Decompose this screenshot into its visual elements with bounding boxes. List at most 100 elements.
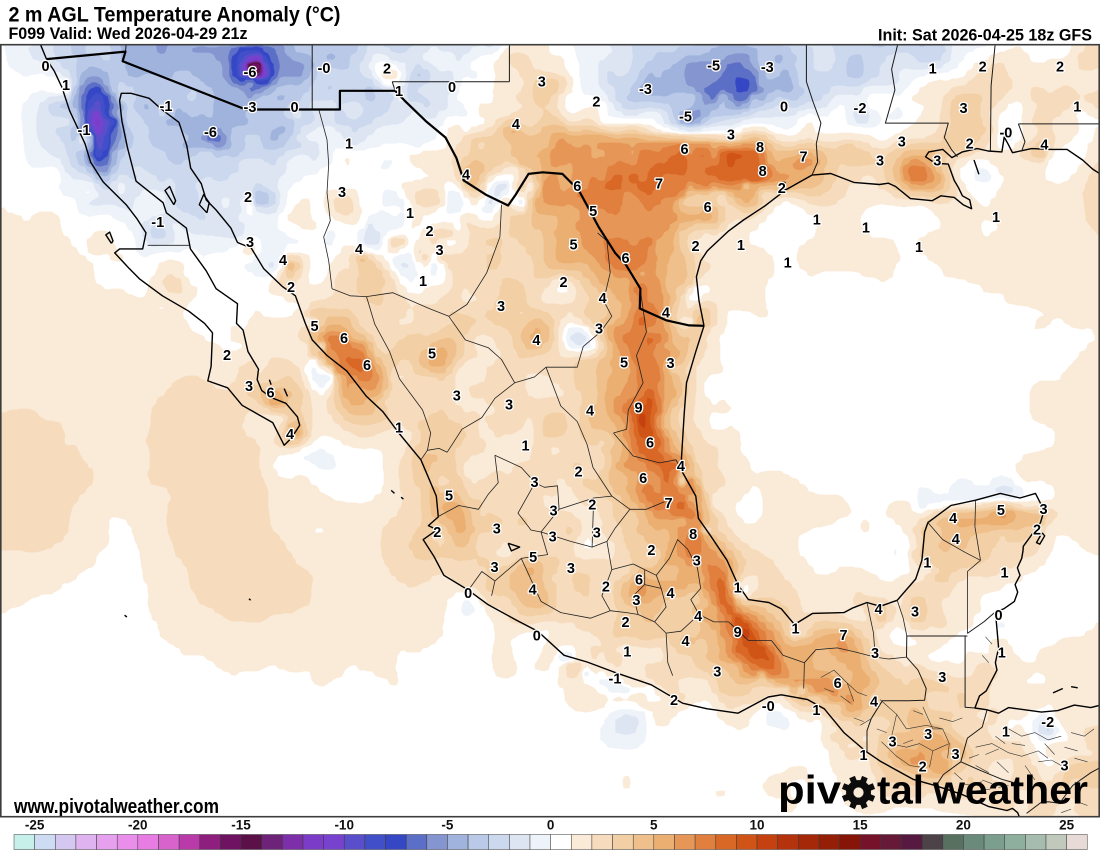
- svg-text:3: 3: [530, 475, 538, 491]
- svg-text:tal: tal: [877, 769, 924, 813]
- svg-text:1: 1: [737, 238, 745, 254]
- svg-text:3: 3: [567, 561, 575, 577]
- svg-text:3: 3: [538, 74, 546, 90]
- svg-text:2: 2: [383, 62, 391, 78]
- svg-text:3: 3: [490, 560, 498, 576]
- svg-text:2: 2: [575, 464, 583, 480]
- svg-text:5: 5: [997, 503, 1005, 519]
- svg-text:3: 3: [435, 243, 443, 259]
- svg-text:6: 6: [340, 331, 348, 347]
- svg-text:3: 3: [727, 128, 735, 144]
- svg-text:20: 20: [956, 818, 971, 833]
- svg-text:4: 4: [1040, 138, 1048, 154]
- svg-text:25: 25: [1059, 818, 1075, 833]
- svg-text:2 m AGL Temperature Anomaly (°: 2 m AGL Temperature Anomaly (°C): [9, 4, 341, 27]
- svg-text:6: 6: [834, 676, 842, 692]
- svg-text:5: 5: [620, 356, 628, 372]
- svg-text:3: 3: [338, 185, 346, 201]
- svg-text:1: 1: [929, 62, 937, 78]
- svg-text:0: 0: [533, 629, 541, 645]
- svg-text:3: 3: [871, 646, 879, 662]
- svg-text:3: 3: [898, 134, 906, 150]
- svg-text:3: 3: [888, 734, 896, 750]
- svg-text:-10: -10: [334, 818, 354, 833]
- svg-text:3: 3: [632, 593, 640, 609]
- svg-text:2: 2: [425, 224, 433, 240]
- svg-text:3: 3: [911, 604, 919, 620]
- svg-text:-1: -1: [609, 672, 622, 688]
- svg-text:2: 2: [670, 693, 678, 709]
- svg-text:3: 3: [550, 504, 558, 520]
- svg-text:2: 2: [966, 136, 974, 152]
- svg-text:-3: -3: [761, 60, 774, 76]
- svg-text:2: 2: [1033, 523, 1041, 539]
- svg-text:4: 4: [666, 586, 674, 602]
- svg-text:5: 5: [310, 319, 318, 335]
- svg-text:2: 2: [588, 498, 596, 514]
- svg-text:6: 6: [363, 358, 371, 374]
- svg-text:4: 4: [532, 333, 540, 349]
- svg-text:1: 1: [395, 84, 403, 100]
- svg-text:-1: -1: [160, 99, 173, 115]
- svg-text:1: 1: [623, 644, 631, 660]
- svg-text:-15: -15: [231, 818, 251, 833]
- svg-text:4: 4: [870, 694, 878, 710]
- svg-text:-6: -6: [204, 125, 217, 141]
- svg-text:6: 6: [266, 385, 274, 401]
- svg-text:3: 3: [593, 526, 601, 542]
- svg-text:2: 2: [560, 275, 568, 291]
- svg-text:5: 5: [650, 818, 658, 833]
- svg-text:1: 1: [1000, 565, 1008, 581]
- svg-text:3: 3: [666, 356, 674, 372]
- svg-text:4: 4: [952, 532, 960, 548]
- svg-text:1: 1: [791, 622, 799, 638]
- svg-text:7: 7: [665, 496, 673, 512]
- svg-text:2: 2: [1056, 60, 1064, 76]
- svg-text:2: 2: [691, 239, 699, 255]
- svg-text:2: 2: [244, 190, 252, 206]
- svg-text:4: 4: [875, 602, 883, 618]
- svg-text:-0: -0: [318, 61, 331, 77]
- svg-text:3: 3: [951, 747, 959, 763]
- svg-text:3: 3: [1040, 502, 1048, 518]
- svg-text:2: 2: [778, 181, 786, 197]
- svg-text:2: 2: [621, 615, 629, 631]
- svg-text:Init: Sat 2026-04-25 18z GFS: Init: Sat 2026-04-25 18z GFS: [878, 26, 1092, 45]
- svg-text:-1: -1: [78, 123, 91, 139]
- svg-text:1: 1: [419, 274, 427, 290]
- svg-text:6: 6: [639, 471, 647, 487]
- svg-text:15: 15: [853, 818, 869, 833]
- svg-text:0: 0: [448, 80, 456, 96]
- svg-text:1: 1: [862, 221, 870, 237]
- svg-text:6: 6: [680, 142, 688, 158]
- svg-text:2: 2: [647, 543, 655, 559]
- svg-text:3: 3: [960, 101, 968, 117]
- svg-text:1: 1: [734, 580, 742, 596]
- svg-text:-0: -0: [999, 126, 1012, 142]
- svg-text:www.pivotalweather.com: www.pivotalweather.com: [13, 796, 219, 818]
- svg-text:5: 5: [589, 204, 597, 220]
- svg-text:2: 2: [602, 579, 610, 595]
- svg-text:1: 1: [860, 748, 868, 764]
- svg-text:2: 2: [433, 525, 441, 541]
- svg-text:4: 4: [599, 291, 607, 307]
- svg-text:1: 1: [998, 645, 1006, 661]
- svg-text:4: 4: [677, 459, 685, 475]
- svg-text:3: 3: [933, 153, 941, 169]
- svg-text:3: 3: [497, 299, 505, 315]
- svg-text:2: 2: [979, 59, 987, 75]
- svg-text:-0: -0: [762, 699, 775, 715]
- svg-text:4: 4: [355, 242, 363, 258]
- svg-text:1: 1: [521, 439, 529, 455]
- svg-text:-25: -25: [25, 818, 45, 833]
- svg-text:0: 0: [547, 818, 555, 833]
- svg-text:6: 6: [704, 200, 712, 216]
- svg-text:3: 3: [595, 322, 603, 338]
- svg-text:4: 4: [586, 404, 594, 420]
- svg-text:3: 3: [505, 398, 513, 414]
- svg-text:2: 2: [592, 95, 600, 111]
- svg-text:9: 9: [734, 625, 742, 641]
- svg-text:7: 7: [655, 177, 663, 193]
- svg-text:3: 3: [924, 727, 932, 743]
- svg-text:3: 3: [246, 235, 254, 251]
